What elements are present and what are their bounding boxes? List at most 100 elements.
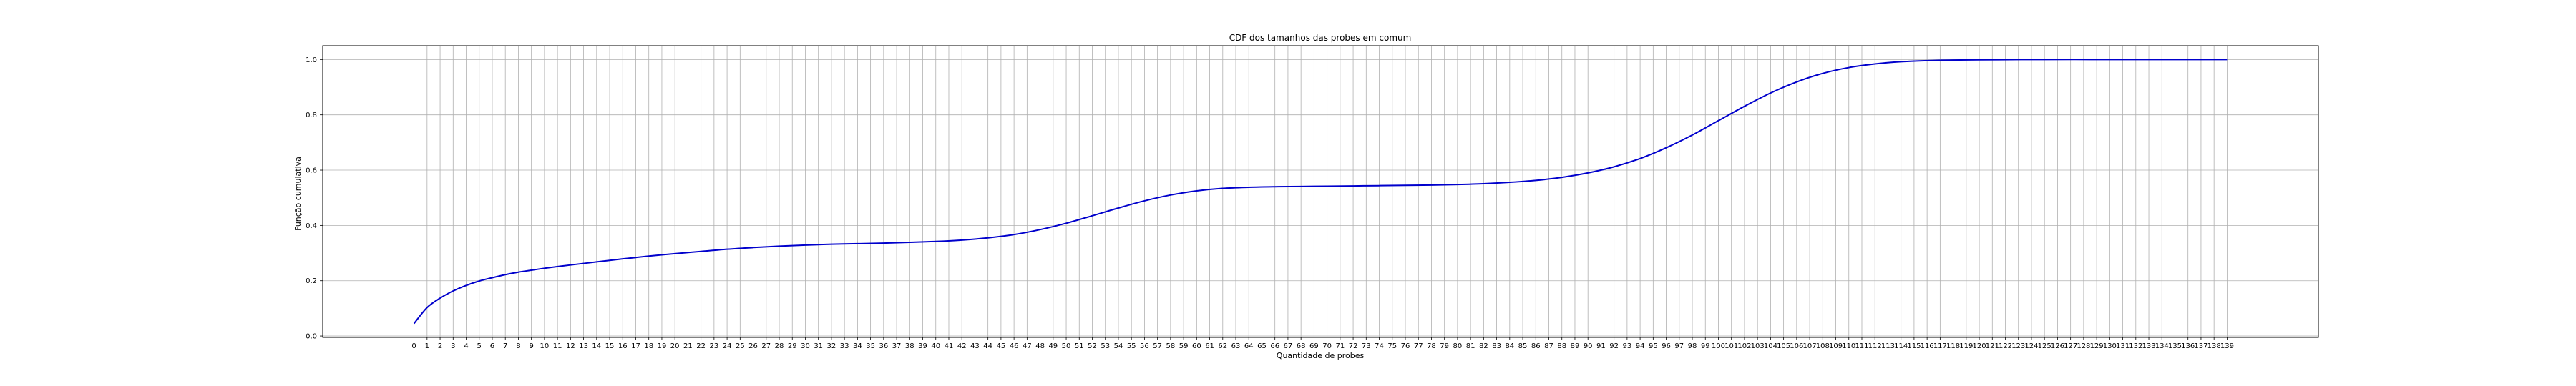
x-tick-label: 46 <box>1010 342 1019 350</box>
x-tick-label: 104 <box>1764 342 1777 350</box>
x-tick-label: 38 <box>905 342 914 350</box>
x-tick-label: 93 <box>1623 342 1632 350</box>
x-tick-label: 122 <box>1999 342 2012 350</box>
x-tick-label: 31 <box>814 342 823 350</box>
x-tick-label: 91 <box>1596 342 1606 350</box>
x-tick-label: 114 <box>1894 342 1908 350</box>
x-tick-label: 88 <box>1557 342 1566 350</box>
x-tick-label: 35 <box>866 342 875 350</box>
x-tick-label: 103 <box>1751 342 1765 350</box>
x-tick-label: 6 <box>490 342 494 350</box>
x-tick-label: 67 <box>1284 342 1293 350</box>
x-tick-label: 34 <box>853 342 862 350</box>
x-tick-label: 126 <box>2051 342 2064 350</box>
y-axis-title: Função cumulativa <box>293 157 303 231</box>
x-tick-label: 117 <box>1933 342 1947 350</box>
x-tick-label: 72 <box>1349 342 1358 350</box>
x-tick-label: 33 <box>840 342 849 350</box>
x-tick-label: 96 <box>1662 342 1671 350</box>
x-tick-label: 78 <box>1427 342 1436 350</box>
x-tick-label: 73 <box>1362 342 1371 350</box>
x-tick-label: 49 <box>1048 342 1058 350</box>
x-tick-label: 131 <box>2116 342 2129 350</box>
x-tick-label: 109 <box>1829 342 1843 350</box>
x-tick-label: 121 <box>1986 342 1999 350</box>
x-tick-label: 23 <box>709 342 718 350</box>
y-tick-label: 1.0 <box>306 56 317 64</box>
x-tick-label: 39 <box>918 342 927 350</box>
x-tick-label: 1 <box>425 342 429 350</box>
x-tick-label: 18 <box>644 342 653 350</box>
x-tick-label: 15 <box>605 342 615 350</box>
y-tick-label: 0.6 <box>306 167 317 175</box>
x-tick-label: 98 <box>1688 342 1697 350</box>
x-tick-label: 128 <box>2077 342 2090 350</box>
x-tick-label: 123 <box>2011 342 2025 350</box>
plot-frame <box>322 45 2319 338</box>
x-tick-label: 87 <box>1544 342 1553 350</box>
x-tick-label: 89 <box>1571 342 1580 350</box>
x-tick-label: 42 <box>957 342 967 350</box>
x-tick-label: 5 <box>477 342 482 350</box>
y-axis-ticks: 0.0 0.2 0.4 0.6 0.8 1.0 <box>306 56 323 341</box>
x-tick-label: 44 <box>983 342 992 350</box>
x-tick-label: 24 <box>723 342 732 350</box>
x-tick-label: 95 <box>1649 342 1658 350</box>
x-tick-label: 110 <box>1842 342 1855 350</box>
x-tick-label: 80 <box>1453 342 1463 350</box>
x-tick-label: 27 <box>761 342 771 350</box>
y-tick-label: 0.4 <box>306 222 317 230</box>
x-tick-label: 90 <box>1584 342 1593 350</box>
grid-lines <box>323 46 2318 337</box>
x-tick-label: 106 <box>1790 342 1803 350</box>
x-tick-label: 14 <box>592 342 601 350</box>
x-tick-label: 28 <box>775 342 784 350</box>
x-tick-label: 84 <box>1505 342 1514 350</box>
x-tick-label: 77 <box>1414 342 1423 350</box>
x-tick-label: 21 <box>683 342 693 350</box>
x-tick-label: 51 <box>1075 342 1084 350</box>
x-tick-label: 118 <box>1946 342 1960 350</box>
x-tick-label: 135 <box>2168 342 2182 350</box>
x-tick-label: 124 <box>2024 342 2038 350</box>
x-tick-label: 12 <box>566 342 575 350</box>
x-tick-label: 112 <box>1868 342 1882 350</box>
x-tick-label: 138 <box>2207 342 2221 350</box>
x-tick-label: 3 <box>451 342 455 350</box>
x-tick-label: 111 <box>1855 342 1868 350</box>
x-tick-label: 30 <box>801 342 810 350</box>
x-tick-label: 60 <box>1192 342 1201 350</box>
x-tick-label: 100 <box>1712 342 1725 350</box>
x-tick-label: 94 <box>1636 342 1645 350</box>
x-tick-label: 116 <box>1921 342 1934 350</box>
x-tick-label: 57 <box>1153 342 1162 350</box>
cdf-series-line <box>413 59 2228 325</box>
x-tick-label: 36 <box>879 342 888 350</box>
x-tick-label: 2 <box>438 342 442 350</box>
x-tick-label: 99 <box>1701 342 1710 350</box>
x-tick-label: 119 <box>1959 342 1973 350</box>
y-tick-label: 0.0 <box>306 333 317 341</box>
x-tick-label: 19 <box>658 342 667 350</box>
x-tick-label: 54 <box>1114 342 1123 350</box>
x-tick-label: 58 <box>1166 342 1176 350</box>
x-tick-label: 64 <box>1244 342 1254 350</box>
x-tick-label: 105 <box>1777 342 1790 350</box>
x-tick-label: 11 <box>553 342 562 350</box>
x-tick-label: 71 <box>1335 342 1345 350</box>
y-tick-label: 0.2 <box>306 277 317 285</box>
x-tick-label: 4 <box>464 342 468 350</box>
x-tick-label: 29 <box>788 342 797 350</box>
x-tick-label: 45 <box>997 342 1006 350</box>
x-tick-label: 32 <box>827 342 836 350</box>
x-tick-label: 113 <box>1881 342 1895 350</box>
x-tick-label: 8 <box>516 342 520 350</box>
x-tick-label: 83 <box>1492 342 1501 350</box>
x-tick-label: 136 <box>2181 342 2195 350</box>
x-tick-label: 130 <box>2103 342 2117 350</box>
x-tick-label: 108 <box>1816 342 1830 350</box>
x-tick-label: 120 <box>1973 342 1986 350</box>
x-tick-label: 50 <box>1062 342 1071 350</box>
x-tick-label: 115 <box>1907 342 1921 350</box>
